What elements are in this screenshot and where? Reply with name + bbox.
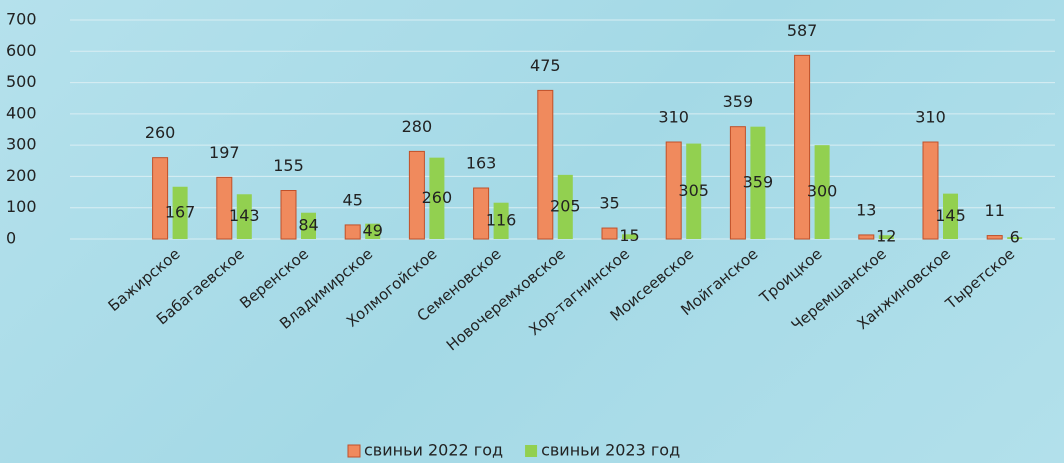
data-label: 84 [298, 215, 318, 234]
bar [878, 235, 894, 239]
legend-swatch [347, 444, 361, 458]
y-tick-label: 200 [6, 166, 37, 185]
legend-label: свиньи 2022 год [364, 441, 503, 460]
data-label: 45 [343, 190, 363, 209]
y-tick-label: 600 [6, 41, 37, 60]
x-tick-label: Новочеремховское [443, 245, 569, 355]
data-label: 116 [486, 210, 517, 229]
bar [280, 190, 297, 240]
data-label: 155 [273, 156, 304, 175]
data-label: 310 [915, 108, 946, 127]
data-label: 280 [402, 117, 433, 136]
data-label: 11 [985, 201, 1005, 220]
data-label: 6 [1010, 228, 1020, 247]
bar [152, 157, 169, 240]
data-label: 260 [145, 123, 176, 142]
bar [473, 187, 490, 240]
data-label: 15 [619, 226, 639, 245]
bar [236, 194, 252, 239]
data-label: 12 [876, 227, 896, 246]
bar [622, 234, 637, 239]
data-label: 163 [466, 154, 497, 173]
data-label: 13 [856, 200, 876, 219]
y-tick-label: 400 [6, 103, 37, 122]
bar [986, 235, 1003, 240]
bar [922, 141, 939, 240]
data-label: 49 [363, 221, 383, 240]
x-tick-label: Тыретское [941, 245, 1018, 314]
bar [750, 126, 766, 239]
bar [429, 157, 445, 239]
bar [1007, 237, 1023, 239]
y-tick-label: 0 [6, 229, 16, 248]
data-label: 305 [678, 181, 709, 200]
bar [858, 234, 875, 240]
data-label: 197 [209, 143, 240, 162]
y-tick-label: 500 [6, 72, 37, 91]
bar [557, 174, 573, 239]
data-label: 143 [229, 206, 260, 225]
bar [365, 223, 381, 239]
bar [216, 176, 233, 240]
bar [794, 54, 811, 240]
bar [493, 202, 509, 239]
data-label: 475 [530, 56, 561, 75]
bar [943, 193, 958, 239]
bar [344, 224, 361, 240]
bar [537, 89, 554, 240]
y-tick-label: 100 [6, 197, 37, 216]
bar [301, 212, 316, 239]
bar [686, 143, 702, 239]
bar [665, 141, 682, 240]
y-tick-label: 700 [6, 10, 37, 29]
legend-swatch [525, 445, 538, 457]
data-label: 587 [787, 21, 818, 40]
data-label: 260 [422, 188, 453, 207]
data-label: 205 [550, 196, 581, 215]
data-label: 167 [165, 202, 196, 221]
data-label: 359 [723, 92, 754, 111]
data-label: 359 [743, 172, 774, 191]
bar [814, 145, 830, 239]
legend-label: свиньи 2023 год [541, 441, 680, 460]
data-label: 300 [807, 182, 838, 201]
legend: свиньи 2022 год свиньи 2023 год [347, 441, 680, 460]
bar [172, 186, 188, 239]
bar [408, 150, 425, 240]
data-label: 35 [599, 194, 619, 213]
bar [729, 126, 746, 240]
data-label: 310 [658, 108, 689, 127]
data-label: 145 [935, 206, 966, 225]
y-tick-label: 300 [6, 135, 37, 154]
bar [601, 227, 618, 240]
